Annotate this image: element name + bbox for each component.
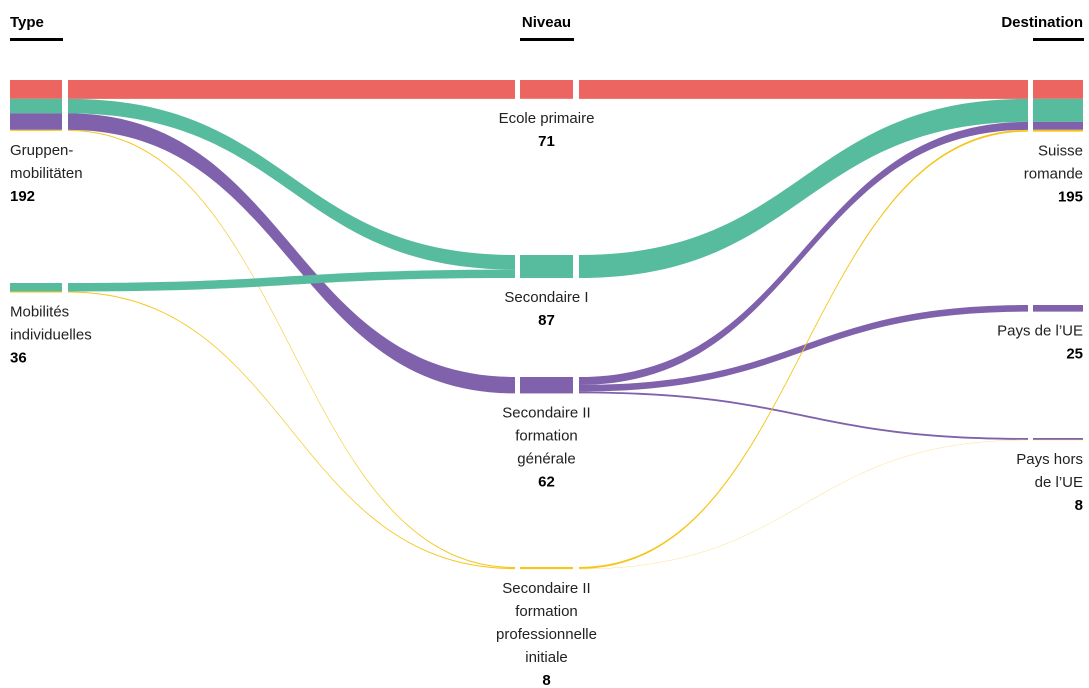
node-label: mobilitäten — [10, 165, 83, 182]
node-label: Pays de l’UE — [997, 323, 1083, 340]
node-label: de l’UE — [1035, 474, 1083, 491]
header-underline — [10, 38, 63, 41]
node-label: professionnelle — [496, 626, 597, 643]
node-value: 192 — [10, 188, 35, 205]
node-bar — [520, 255, 573, 279]
node-label: Secondaire II — [502, 404, 590, 421]
node-segment — [1033, 121, 1083, 130]
node-label: Pays hors — [1016, 451, 1083, 468]
node-label: formation — [515, 603, 578, 620]
node-value: 8 — [1075, 497, 1083, 514]
node-bar — [520, 377, 573, 394]
node-label: Gruppen- — [10, 142, 73, 159]
node-segment — [1033, 129, 1083, 132]
column-header: Type — [10, 14, 44, 31]
node-value: 36 — [10, 350, 27, 367]
node-bar — [520, 567, 573, 570]
node-label: Mobilités — [10, 304, 69, 321]
flow — [579, 278, 1028, 305]
flow — [579, 121, 1028, 385]
node-segment — [10, 283, 62, 292]
node-label: Secondaire II — [502, 580, 590, 597]
header-underline — [1033, 38, 1084, 41]
node-segment — [10, 113, 62, 130]
column-header: Niveau — [522, 14, 571, 31]
flow — [68, 113, 515, 394]
node-segment — [1033, 305, 1083, 312]
flow — [68, 98, 515, 270]
node-segment — [10, 291, 62, 293]
node-segment — [1033, 80, 1083, 99]
node-segment — [10, 80, 62, 99]
node-label: individuelles — [10, 327, 92, 344]
node-bar — [520, 80, 573, 99]
column-header: Destination — [1001, 14, 1083, 31]
flow — [68, 291, 515, 570]
node-value: 25 — [1066, 346, 1083, 363]
node-label: Ecole primaire — [499, 110, 595, 127]
node-label: romande — [1024, 166, 1083, 183]
flow — [579, 98, 1028, 279]
flow — [579, 391, 1028, 440]
flow — [579, 80, 1028, 99]
flow — [579, 278, 1028, 438]
node-label: initiale — [525, 649, 568, 666]
header-underline — [520, 38, 574, 41]
node-label: générale — [517, 450, 575, 467]
node-value: 87 — [538, 312, 555, 329]
node-segment — [1033, 438, 1083, 440]
flow — [579, 98, 1028, 305]
flow — [68, 129, 515, 569]
flow — [579, 439, 1028, 570]
node-segment — [1033, 98, 1083, 122]
node-value: 8 — [542, 672, 550, 688]
node-label: Suisse — [1038, 143, 1083, 160]
node-label: formation — [515, 427, 578, 444]
node-segment — [10, 129, 62, 131]
node-label: Secondaire I — [504, 289, 588, 306]
node-value: 195 — [1058, 189, 1083, 206]
node-value: 71 — [538, 133, 555, 150]
flow — [68, 269, 515, 292]
flow — [579, 305, 1028, 392]
flow — [68, 80, 515, 99]
node-segment — [10, 98, 62, 114]
flow — [579, 129, 1028, 569]
node-value: 62 — [538, 473, 555, 490]
